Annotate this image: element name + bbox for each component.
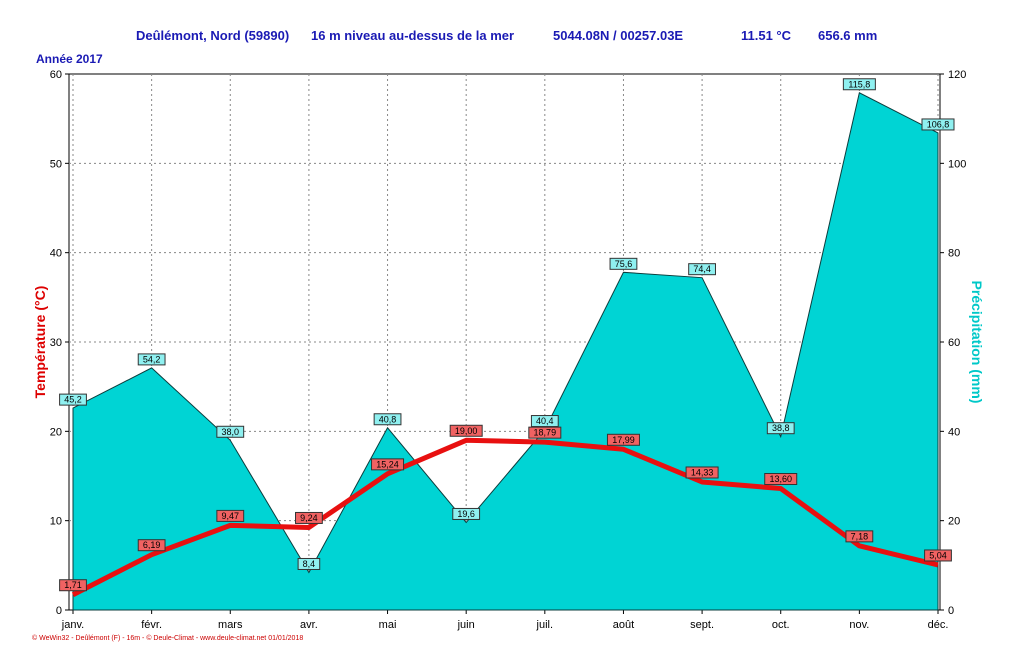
temperature-data-label: 5,04	[929, 550, 947, 560]
x-tick-label: oct.	[772, 619, 790, 631]
x-tick-label: août	[613, 619, 634, 631]
precipitation-data-label: 40,4	[536, 416, 554, 426]
x-tick-label: nov.	[849, 619, 869, 631]
precipitation-data-label: 38,0	[222, 427, 240, 437]
temperature-data-label-box	[371, 458, 405, 471]
precipitation-data-label: 45,2	[64, 395, 82, 405]
precipitation-data-label: 40,8	[379, 414, 397, 424]
y-axis-title: Température (°C)	[32, 286, 48, 399]
temperature-data-label-box	[528, 426, 562, 439]
y2-tick-label: 20	[948, 516, 960, 528]
precipitation-data-label-box	[842, 78, 876, 91]
precipitation-data-label-box	[452, 507, 481, 520]
temperature-data-label-box	[845, 530, 874, 543]
y-tick-label: 0	[56, 605, 62, 617]
temperature-data-label: 14,33	[691, 467, 714, 477]
y-tick-label: 30	[50, 337, 62, 349]
y2-tick-label: 100	[948, 158, 966, 170]
temperature-data-label: 6,19	[143, 540, 161, 550]
y2-tick-label: 0	[948, 605, 954, 617]
temperature-data-label: 9,47	[222, 511, 240, 521]
temperature-data-label-box	[764, 473, 798, 486]
x-tick-label: avr.	[300, 619, 318, 631]
y-tick-label: 60	[50, 69, 62, 81]
location-title: Deûlémont, Nord (59890)	[136, 28, 290, 43]
temperature-data-label: 9,24	[300, 513, 318, 523]
temperature-data-label: 7,18	[851, 531, 869, 541]
temperature-data-label-box	[685, 466, 719, 479]
x-tick-label: févr.	[141, 619, 162, 631]
precipitation-data-label: 75,6	[615, 259, 633, 269]
temperature-data-label: 15,24	[376, 459, 399, 469]
temperature-data-label-box	[137, 539, 166, 552]
temperature-data-label: 19,00	[455, 426, 478, 436]
y-tick-label: 40	[50, 248, 62, 260]
precipitation-data-label-box	[609, 257, 638, 270]
x-tick-label: sept.	[690, 619, 714, 631]
x-tick-label: janv.	[61, 619, 84, 631]
temperature-line	[71, 437, 939, 597]
y2-tick-label: 120	[948, 69, 966, 81]
mean-temperature: 11.51 °C	[741, 28, 792, 43]
footer-credit: © WeWin32 - Deûlémont (F) - 16m - © Deul…	[32, 635, 304, 642]
precipitation-data-label-box	[921, 118, 955, 131]
total-precipitation: 656.6 mm	[818, 28, 878, 43]
temperature-data-label: 18,79	[534, 428, 557, 438]
coords-title: 5044.08N / 00257.03E	[553, 28, 684, 43]
temperature-data-label: 17,99	[612, 435, 635, 445]
precipitation-data-label-box	[216, 425, 245, 438]
temperature-data-label-box	[295, 511, 323, 524]
precipitation-data-label: 106,8	[927, 119, 950, 129]
y-tick-label: 10	[50, 516, 62, 528]
temperature-data-label-box	[216, 509, 245, 522]
y2-tick-label: 40	[948, 426, 960, 438]
precipitation-data-label-box	[688, 263, 716, 276]
temperature-data-label-box	[924, 549, 952, 562]
year-subtitle: Année 2017	[36, 52, 103, 66]
precipitation-data-label: 19,6	[457, 509, 475, 519]
precipitation-data-label-box	[297, 557, 321, 570]
temperature-data-label: 1,71	[64, 580, 82, 590]
precipitation-data-label: 115,8	[848, 79, 870, 89]
precipitation-data-label: 8,4	[303, 559, 316, 569]
x-tick-label: juin	[457, 619, 475, 631]
x-tick-label: mars	[218, 619, 243, 631]
y2-tick-label: 60	[948, 337, 960, 349]
altitude-title: 16 m niveau au-dessus de la mer	[311, 28, 515, 43]
y2-tick-label: 80	[948, 248, 960, 260]
precipitation-data-label-box	[766, 422, 795, 435]
temperature-data-label-box	[449, 424, 483, 437]
precipitation-data-label-box	[59, 393, 87, 406]
precipitation-data-label-box	[137, 353, 166, 366]
temperature-data-label-box	[606, 433, 640, 446]
y-tick-label: 50	[50, 158, 62, 170]
x-tick-label: déc.	[928, 619, 949, 631]
precipitation-data-label: 38,8	[772, 423, 790, 433]
x-tick-label: juil.	[536, 619, 554, 631]
precipitation-data-label: 74,4	[693, 264, 711, 274]
x-tick-label: mai	[379, 619, 397, 631]
precipitation-data-label-box	[530, 415, 559, 428]
y2-axis-title: Précipitation (mm)	[969, 281, 985, 404]
precipitation-data-label-box	[373, 413, 402, 426]
temperature-data-label-box	[59, 579, 87, 592]
temperature-data-label: 13,60	[769, 474, 792, 484]
precipitation-data-label: 54,2	[143, 354, 161, 364]
y-tick-label: 20	[50, 426, 62, 438]
